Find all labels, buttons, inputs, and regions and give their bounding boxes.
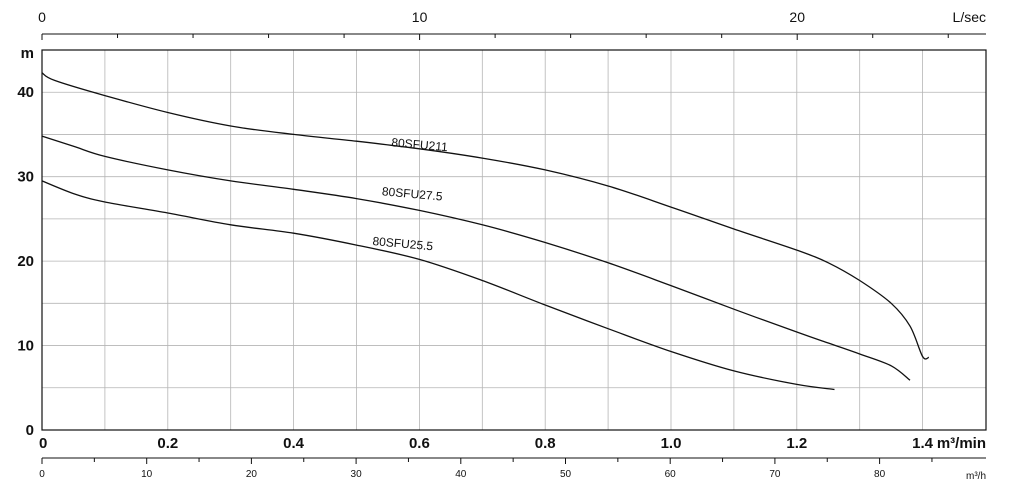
curve-80sfu27.5 [41, 135, 911, 381]
y-tick-label: 20 [17, 253, 34, 270]
x-main-tick-label: 0.8 [535, 435, 556, 452]
y-tick-label: 10 [17, 338, 34, 355]
bottom-tick-label: 60 [665, 469, 677, 480]
x-main-tick-label: 0.4 [283, 435, 305, 452]
curve-80sfu211 [41, 72, 930, 360]
bottom-tick-label: 0 [39, 469, 45, 480]
top-tick-label: 0 [38, 9, 46, 25]
x-axis-main-unit-label: m³/min [937, 435, 986, 452]
x-main-tick-label: 0 [39, 435, 47, 452]
bottom-tick-label: 20 [246, 469, 258, 480]
x-main-tick-label: 1.0 [661, 435, 682, 452]
plot-frame [41, 49, 987, 431]
vertical-gridlines [104, 50, 923, 430]
y-tick-label: 30 [17, 169, 34, 186]
x-axis-bottom-unit-label: m³/h [966, 471, 986, 482]
x-axis-bottom-m3h: 0 10 20 30 40 50 60 70 80 [39, 457, 986, 480]
x-main-tick-label: 1.2 [786, 435, 807, 452]
bottom-tick-label: 10 [141, 469, 153, 480]
curve-80sfu25.5 [41, 180, 835, 391]
horizontal-gridlines [42, 91, 986, 389]
bottom-tick-label: 40 [455, 469, 467, 480]
bottom-tick-label: 70 [769, 469, 781, 480]
y-tick-label: 0 [26, 422, 34, 439]
top-tick-label: 10 [412, 9, 428, 25]
top-tick-label: 20 [789, 9, 805, 25]
series-label-80sfu27.5: 80SFU27.5 [381, 184, 443, 203]
bottom-tick-label: 30 [351, 469, 363, 480]
bottom-tick-label: 50 [560, 469, 572, 480]
performance-curves: 80SFU211 80SFU27.5 80SFU25.5 [41, 72, 930, 391]
x-axis-top-unit-label: L/sec [953, 9, 986, 25]
series-label-80sfu25.5: 80SFU25.5 [372, 234, 434, 253]
y-axis-unit-label: m [21, 45, 34, 62]
x-axis-top-lsec: 0 10 20 [38, 9, 986, 40]
x-main-tick-label: 0.6 [409, 435, 430, 452]
bottom-tick-label: 80 [874, 469, 886, 480]
y-tick-label: 40 [17, 84, 34, 101]
series-label-80sfu211: 80SFU211 [391, 135, 449, 154]
x-main-tick-label: 0.2 [157, 435, 178, 452]
x-main-tick-label: 1.4 [912, 435, 934, 452]
x-axis-main-ticks: 0 0.2 0.4 0.6 0.8 1.0 1.2 1.4 [39, 435, 934, 452]
y-axis-ticks: 0 10 20 30 40 [17, 84, 34, 439]
